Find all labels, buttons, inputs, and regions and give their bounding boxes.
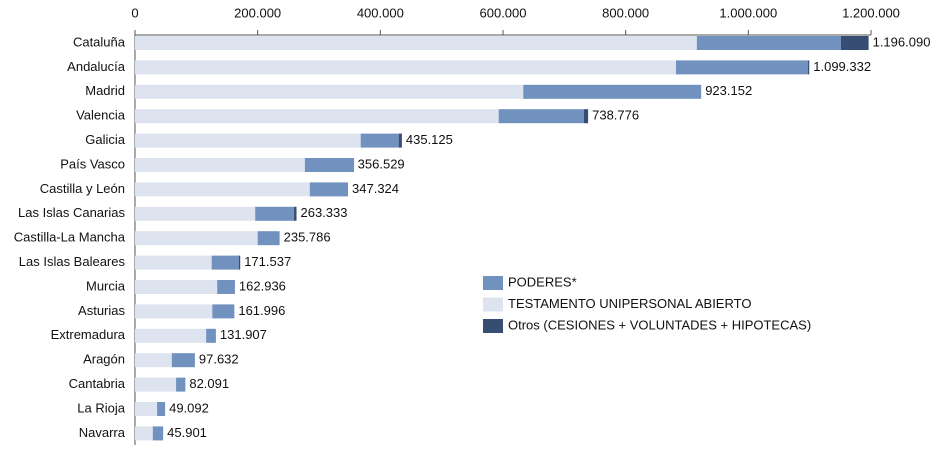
legend-label: Otros (CESIONES + VOLUNTADES + HIPOTECAS…	[508, 317, 811, 332]
y-tick-label: Cantabria	[69, 376, 126, 391]
legend-swatch	[483, 276, 503, 290]
bar-segment	[135, 353, 172, 368]
y-tick-label: Valencia	[76, 108, 126, 123]
bar-segment	[135, 109, 499, 124]
bar-segment	[675, 60, 809, 75]
bar-segment	[212, 304, 235, 319]
y-tick-label: Las Islas Canarias	[18, 205, 125, 220]
total-label: 235.786	[284, 230, 331, 245]
bar-segment	[135, 182, 310, 197]
total-label: 162.936	[239, 278, 286, 293]
y-tick-label: Cataluña	[73, 34, 126, 49]
bar-segment	[135, 133, 361, 148]
x-tick-label: 1.200.000	[842, 5, 900, 20]
bar-segment	[135, 84, 524, 99]
total-label: 1.099.332	[813, 59, 871, 74]
y-tick-label: Castilla-La Mancha	[14, 230, 126, 245]
bar-segment	[498, 109, 584, 124]
total-label: 347.324	[352, 181, 399, 196]
bar-segment	[135, 206, 256, 221]
bar-segment	[152, 426, 164, 441]
bar-segment	[211, 255, 239, 270]
x-tick-label: 0	[131, 5, 138, 20]
bar-segment	[135, 426, 153, 441]
bar-segment	[696, 36, 841, 50]
bar-segment	[808, 60, 810, 75]
legend-label: PODERES*	[508, 274, 577, 289]
y-tick-label: Extremadura	[51, 327, 126, 342]
total-label: 131.907	[220, 327, 267, 342]
bar-segment	[135, 60, 676, 75]
bar-segment	[135, 328, 207, 343]
legend-label: TESTAMENTO UNIPERSONAL ABIERTO	[508, 296, 751, 311]
bar-segment	[135, 377, 177, 392]
bar-segment	[353, 158, 354, 172]
x-tick-label: 1.000.000	[719, 5, 777, 20]
bar-segment	[217, 280, 235, 294]
bar-segment	[135, 231, 258, 246]
total-label: 161.996	[238, 303, 285, 318]
bar-segment	[304, 158, 354, 172]
bar-segment	[398, 133, 402, 148]
x-tick-label: 800.000	[602, 5, 649, 20]
bar-segment	[840, 36, 869, 50]
total-label: 435.125	[406, 132, 453, 147]
y-tick-label: Asturias	[78, 303, 125, 318]
total-label: 171.537	[244, 254, 291, 269]
bar-segment	[238, 255, 241, 270]
total-label: 49.092	[169, 400, 209, 415]
total-label: 82.091	[189, 376, 229, 391]
total-label: 45.901	[167, 425, 207, 440]
bar-segment	[135, 304, 213, 319]
bar-segment	[583, 109, 589, 124]
bar-segment	[294, 206, 297, 221]
y-tick-label: País Vasco	[60, 156, 125, 171]
y-tick-label: Galicia	[85, 132, 126, 147]
y-tick-label: Andalucía	[67, 59, 126, 74]
total-label: 97.632	[199, 352, 239, 367]
x-tick-label: 200.000	[234, 5, 281, 20]
total-label: 923.152	[705, 83, 752, 98]
total-label: 1.196.090	[873, 34, 931, 49]
bar-segment	[523, 84, 702, 99]
y-tick-label: Las Islas Baleares	[19, 254, 126, 269]
bar-segment	[206, 328, 216, 343]
y-tick-label: Murcia	[86, 278, 126, 293]
bar-segment	[135, 255, 212, 270]
bar-segment	[255, 206, 295, 221]
y-tick-label: Aragón	[83, 352, 125, 367]
total-label: 738.776	[592, 108, 639, 123]
legend-swatch	[483, 319, 503, 333]
total-label: 356.529	[358, 156, 405, 171]
total-label: 263.333	[301, 205, 348, 220]
bar-segment	[360, 133, 399, 148]
bar-segment	[176, 377, 186, 392]
y-tick-label: Castilla y León	[40, 181, 125, 196]
x-tick-label: 600.000	[480, 5, 527, 20]
bar-segment	[257, 231, 280, 246]
bar-segment	[135, 280, 218, 294]
y-tick-label: La Rioja	[77, 400, 125, 415]
y-tick-label: Madrid	[85, 83, 125, 98]
bar-segment	[135, 36, 697, 50]
bar-segment	[135, 158, 305, 172]
legend-swatch	[483, 297, 503, 312]
bar-segment	[171, 353, 195, 368]
bar-segment	[135, 402, 158, 416]
bar-segment	[309, 182, 349, 197]
bar-segment	[157, 402, 166, 416]
y-tick-label: Navarra	[79, 425, 126, 440]
x-tick-label: 400.000	[357, 5, 404, 20]
